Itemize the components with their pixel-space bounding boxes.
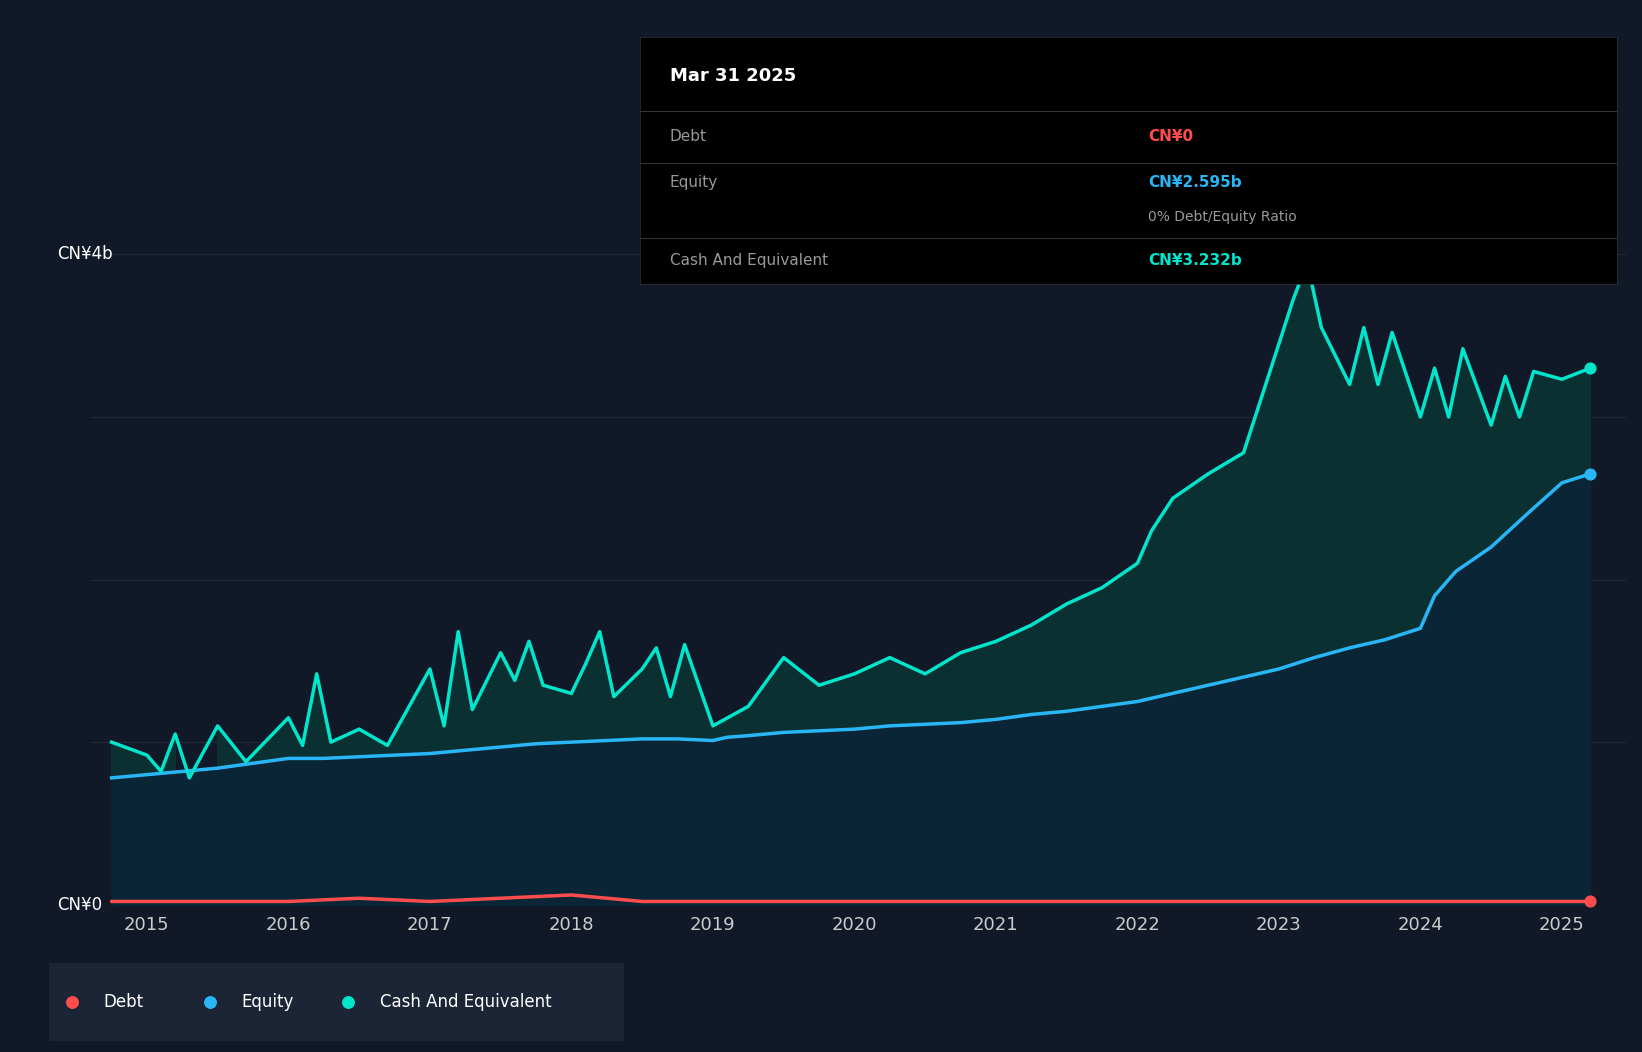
Text: CN¥2.595b: CN¥2.595b	[1148, 176, 1241, 190]
Point	[1576, 360, 1603, 377]
Text: CN¥3.232b: CN¥3.232b	[1148, 254, 1241, 268]
Text: Equity: Equity	[241, 993, 294, 1011]
Text: Debt: Debt	[103, 993, 144, 1011]
Text: Mar 31 2025: Mar 31 2025	[670, 67, 796, 85]
Text: CN¥4b: CN¥4b	[57, 245, 113, 263]
Text: Cash And Equivalent: Cash And Equivalent	[670, 254, 828, 268]
Text: CN¥0: CN¥0	[1148, 129, 1194, 144]
Text: Equity: Equity	[670, 176, 718, 190]
Text: CN¥0: CN¥0	[57, 895, 102, 914]
Text: Debt: Debt	[670, 129, 706, 144]
Point	[1576, 893, 1603, 910]
Text: 0% Debt/Equity Ratio: 0% Debt/Equity Ratio	[1148, 210, 1297, 224]
Point	[1576, 465, 1603, 482]
Text: Cash And Equivalent: Cash And Equivalent	[379, 993, 552, 1011]
